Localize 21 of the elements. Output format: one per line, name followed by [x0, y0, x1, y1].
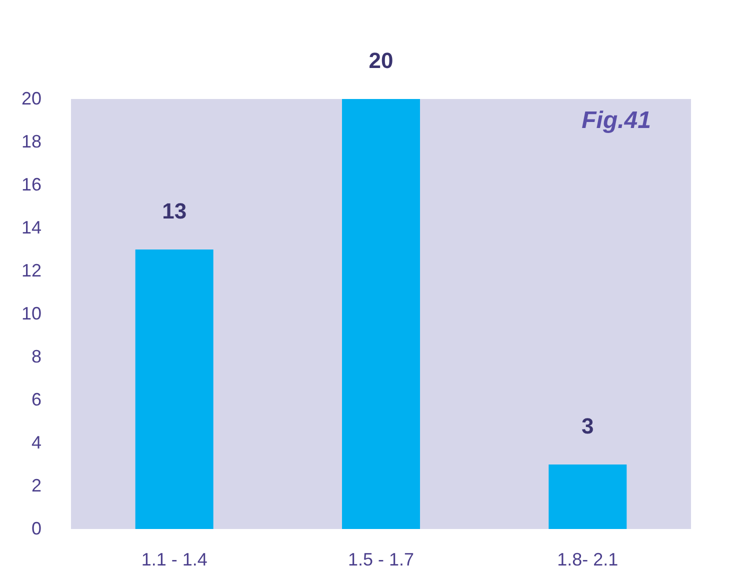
x-tick-label: 1.5 - 1.7 — [348, 550, 414, 570]
y-tick-label: 16 — [21, 174, 42, 194]
y-tick-label: 4 — [31, 432, 42, 452]
y-tick-label: 2 — [31, 476, 42, 496]
y-tick-label: 6 — [31, 390, 42, 410]
y-tick-label: 20 — [21, 88, 42, 108]
y-tick-label: 0 — [31, 518, 42, 538]
data-label: 3 — [582, 414, 594, 438]
y-tick-label: 14 — [21, 218, 42, 238]
data-label: 13 — [162, 198, 187, 224]
data-label: 20 — [368, 48, 394, 73]
annotation: Fig.41 — [582, 107, 651, 134]
y-tick-label: 8 — [31, 346, 42, 366]
y-tick-label: 12 — [21, 260, 42, 280]
bar — [135, 250, 214, 529]
x-tick-label: 1.1 - 1.4 — [141, 550, 208, 570]
y-tick-label: 10 — [21, 304, 42, 324]
x-tick-label: 1.8- 2.1 — [557, 550, 618, 570]
bar — [548, 464, 627, 529]
bar — [342, 99, 420, 529]
y-tick-label: 18 — [21, 132, 42, 152]
